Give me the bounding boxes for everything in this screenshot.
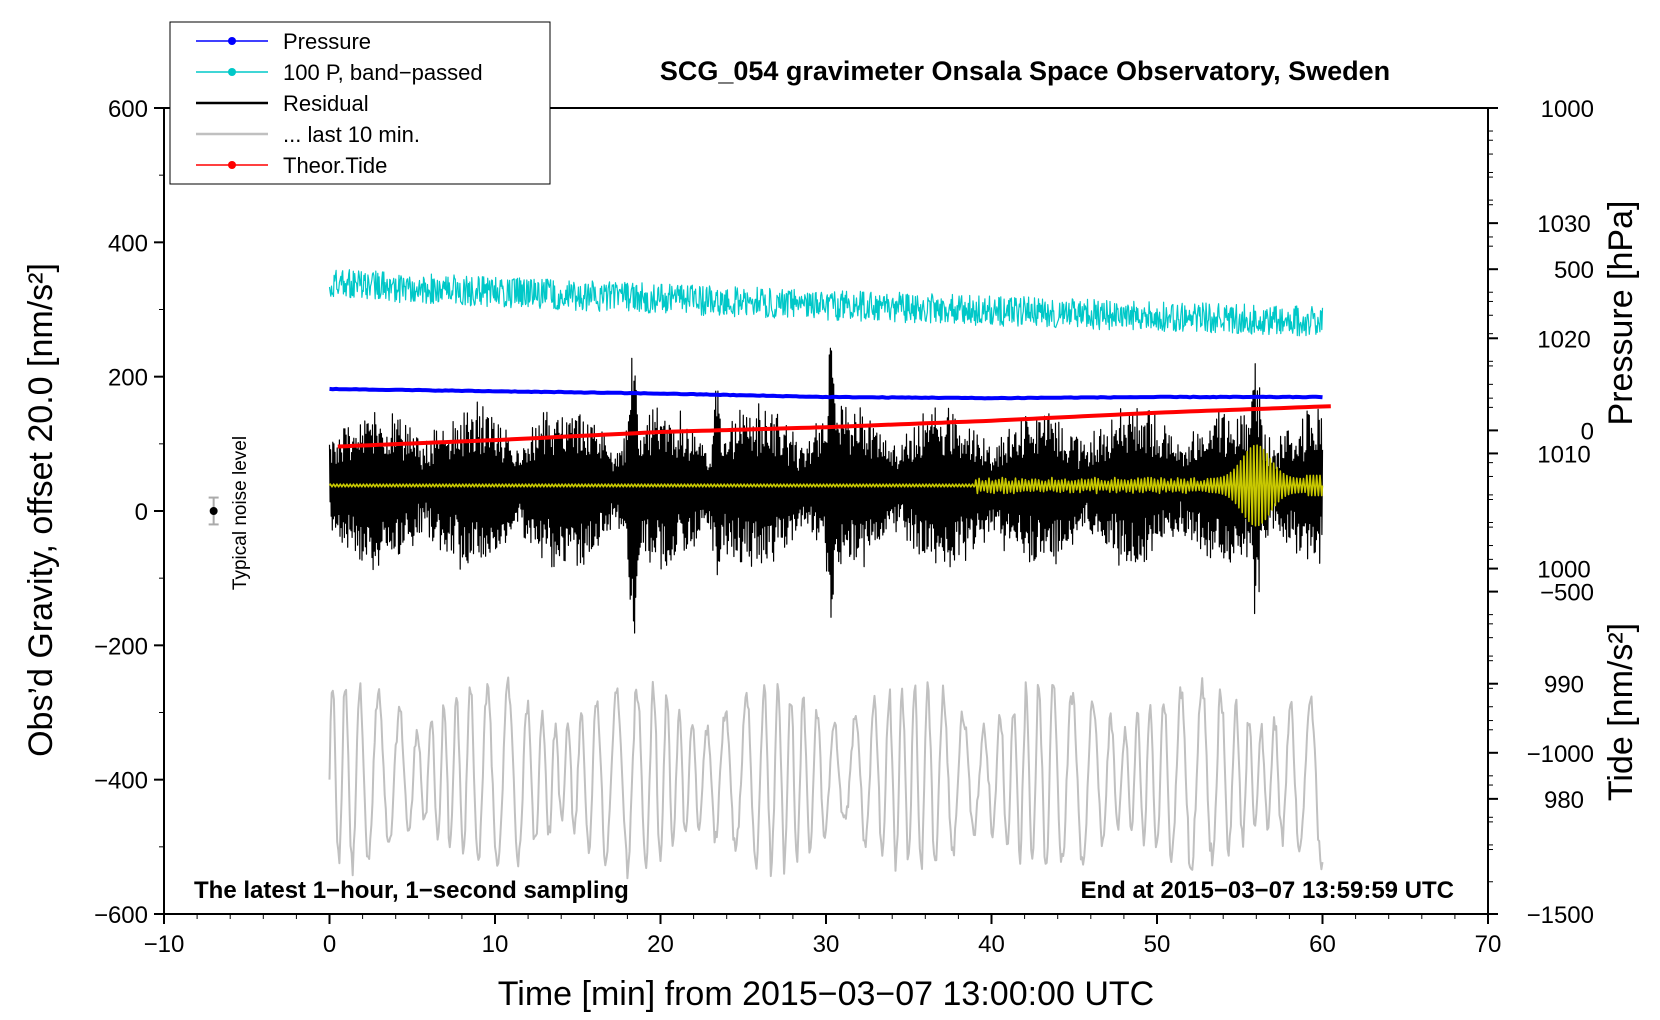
y-left-tick-label: 200 [108, 365, 148, 392]
tide-tick-label: −1000 [1527, 741, 1594, 768]
end-time-note: End at 2015−03−07 13:59:59 UTC [1080, 877, 1454, 904]
tide-tick-label: −1500 [1527, 902, 1594, 929]
y-left-tick-label: 400 [108, 230, 148, 257]
legend-label: Theor.Tide [283, 153, 387, 178]
x-tick-label: 20 [647, 931, 674, 958]
legend-swatch-marker [228, 37, 236, 45]
x-tick-label: 30 [813, 931, 840, 958]
x-tick-label: 50 [1144, 931, 1171, 958]
noise-label: Typical noise level [230, 436, 251, 590]
y-left-tick-label: −400 [94, 768, 148, 795]
legend-label: ... last 10 min. [283, 122, 420, 147]
noise-marker [208, 496, 219, 526]
tide-tick-label: 1000 [1541, 96, 1594, 123]
pressure-tick-label: 1020 [1537, 326, 1590, 353]
y-left-tick-label: 0 [135, 499, 148, 526]
series-residual [328, 347, 1324, 634]
series-last-10-min [328, 676, 1324, 880]
noise-point [209, 507, 218, 515]
legend-label: Pressure [283, 29, 371, 54]
legend-item: ... last 10 min. [196, 122, 420, 147]
pressure-tick-label: 990 [1544, 672, 1584, 699]
x-axis-title: Time [min] from 2015−03−07 13:00:00 UTC [498, 975, 1154, 1013]
noise-indicator: Typical noise level [208, 436, 251, 590]
legend-item: Residual [196, 91, 369, 116]
series-filtered-residual [328, 444, 1324, 527]
x-tick-label: 70 [1475, 931, 1502, 958]
chart-title: SCG_054 gravimeter Onsala Space Observat… [660, 56, 1390, 86]
x-tick-label: 10 [482, 931, 509, 958]
legend: Pressure 100 P, band−passed Residual ... la… [169, 21, 551, 185]
y-left-tick-label: −200 [94, 633, 148, 660]
pressure-tick-label: 980 [1544, 787, 1584, 814]
legend-item: Pressure [196, 29, 371, 54]
tide-tick-label: 500 [1554, 257, 1594, 284]
x-tick-label: 40 [978, 931, 1005, 958]
pressure-tick-label: 1030 [1537, 211, 1590, 238]
y-axis-left-title: Obs’d Gravity, offset 20.0 [nm/s²] [22, 263, 60, 757]
x-tick-label: 0 [323, 931, 336, 958]
sampling-note: The latest 1−hour, 1−second sampling [194, 877, 629, 904]
y-axis-pressure-title: Pressure [hPa] [1602, 201, 1640, 426]
legend-swatch-marker [228, 68, 236, 76]
legend-label: Residual [283, 91, 369, 116]
ticks-layer: −10 0 10 20 30 40 50 60 706004002000−200−400−600… [94, 96, 1594, 958]
y-left-tick-label: −600 [94, 902, 148, 929]
legend-label: 100 P, band−passed [283, 60, 483, 85]
x-tick-label: −10 [144, 931, 185, 958]
series-band-passed-pressure [328, 269, 1324, 337]
pressure-tick-label: 1010 [1537, 441, 1590, 468]
y-left-tick-label: 600 [108, 96, 148, 123]
legend-swatch-marker [228, 161, 236, 169]
tide-tick-label: 0 [1581, 418, 1594, 445]
pressure-tick-label: 1000 [1537, 557, 1590, 584]
legend-item: 100 P, band−passed [196, 60, 483, 85]
y-axis-tide-title: Tide [nm/s²] [1602, 623, 1640, 801]
tide-tick-label: −500 [1540, 580, 1594, 607]
x-tick-label: 60 [1309, 931, 1336, 958]
legend-item: Theor.Tide [196, 153, 387, 178]
series-theor-tide [337, 404, 1331, 449]
data-layer [328, 269, 1331, 880]
legend-items: Pressure 100 P, band−passed Residual ... la… [196, 29, 483, 178]
series-pressure [329, 386, 1323, 401]
